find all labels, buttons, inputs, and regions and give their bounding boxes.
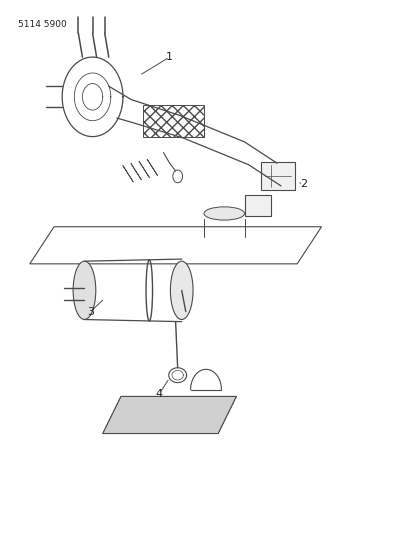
Bar [261,162,295,190]
Text: 1: 1 [166,52,173,62]
Text: 5114 5900: 5114 5900 [18,20,67,29]
Text: 4: 4 [156,389,163,399]
Text: 3: 3 [87,306,94,317]
Bar [244,195,271,216]
Ellipse shape [171,261,193,319]
Polygon shape [103,397,236,433]
Ellipse shape [204,207,244,220]
Ellipse shape [73,261,96,319]
Text: 2: 2 [300,179,307,189]
